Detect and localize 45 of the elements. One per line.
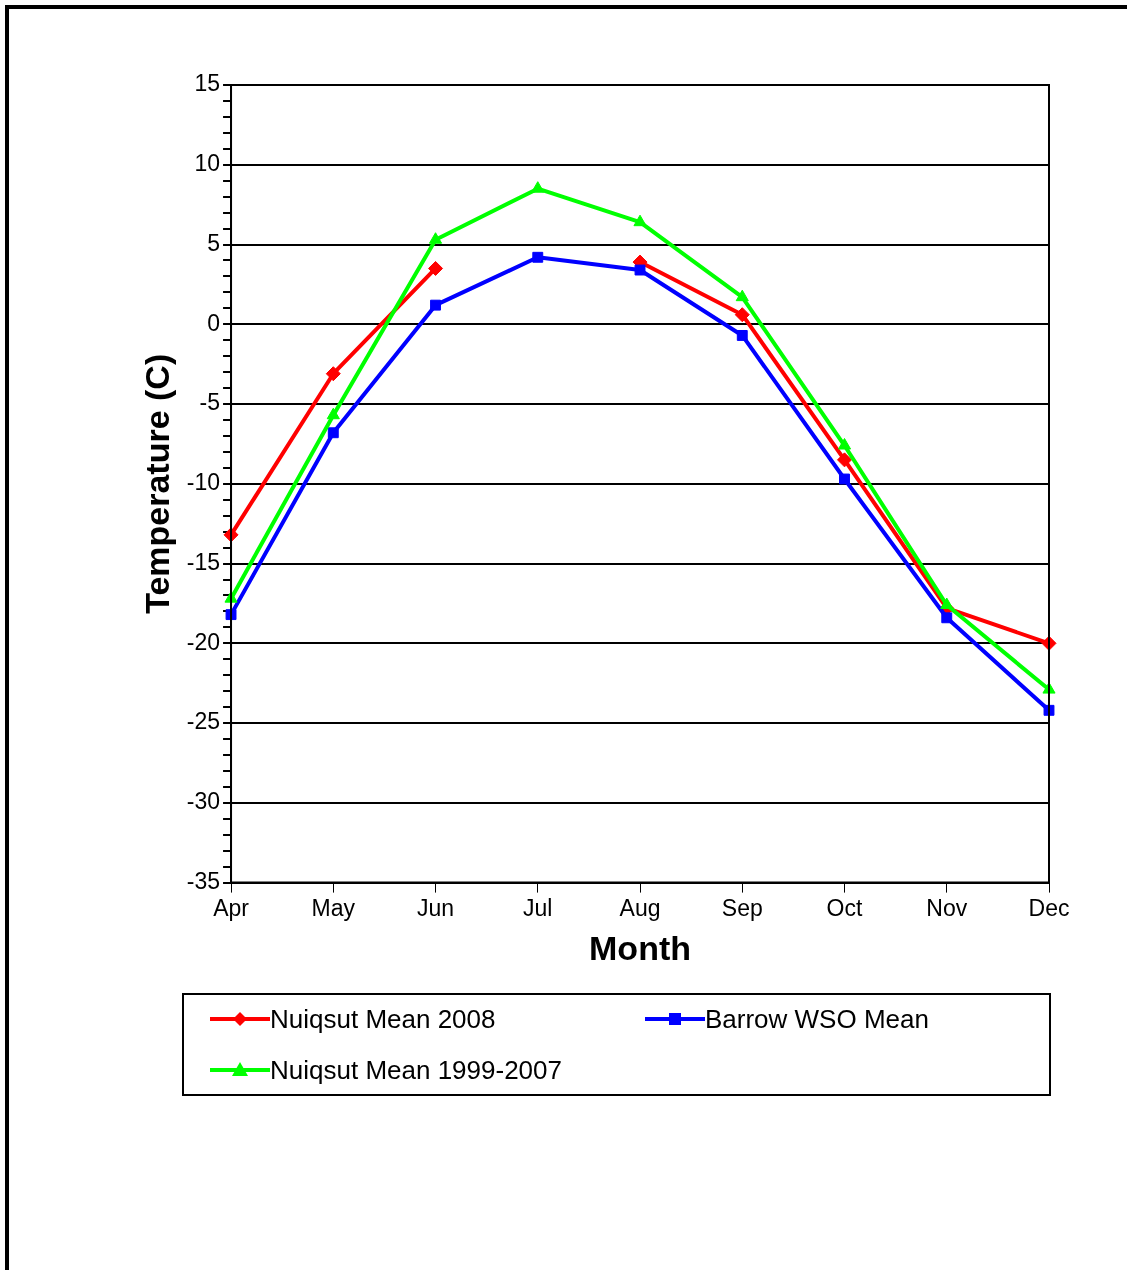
y-tick-label: -35: [186, 867, 221, 894]
legend-label: Barrow WSO Mean: [705, 1003, 929, 1035]
point: [531, 181, 545, 193]
y-tick-label: 0: [207, 309, 221, 336]
y-tick-label: -10: [186, 469, 221, 496]
legend-label: Nuiqsut Mean 2008: [270, 1003, 496, 1035]
point: [326, 407, 340, 420]
point: [1043, 704, 1055, 716]
x-tick-label: Jun: [416, 894, 455, 921]
y-tick-label: -25: [186, 708, 221, 735]
y-axis-title: Temperature (C): [137, 353, 176, 614]
point: [225, 609, 237, 621]
y-tick-label: -5: [199, 389, 221, 416]
point: [325, 366, 341, 382]
point: [734, 307, 750, 323]
point: [428, 232, 443, 244]
point: [428, 260, 444, 276]
y-tick-label: -30: [186, 788, 221, 815]
x-tick-label: Dec: [1028, 894, 1070, 921]
point: [735, 289, 749, 302]
point: [634, 264, 646, 276]
point: [837, 438, 852, 450]
x-tick-label: Jul: [523, 894, 553, 921]
point: [532, 251, 544, 263]
y-tick-label: -20: [186, 628, 221, 655]
x-axis-title: Month: [589, 928, 691, 967]
x-tick-label: Aug: [619, 894, 661, 921]
point: [940, 597, 954, 610]
point: [430, 299, 441, 311]
x-tick-label: Apr: [213, 894, 250, 921]
point: [941, 612, 953, 624]
x-tick-label: Nov: [926, 894, 968, 921]
y-tick-label: 10: [194, 150, 221, 177]
point: [837, 452, 853, 468]
point: [736, 330, 748, 341]
y-tick-label: 5: [207, 229, 221, 256]
x-tick-label: Sep: [721, 894, 763, 921]
point: [839, 473, 850, 485]
y-tick-label: -15: [186, 548, 221, 575]
x-tick-label: May: [311, 894, 356, 921]
point: [327, 427, 339, 439]
point: [633, 214, 647, 227]
x-tick-label: Oct: [826, 894, 864, 921]
y-tick-label: 15: [194, 70, 221, 97]
legend-label: Nuiqsut Mean 1999-2007: [270, 1054, 562, 1086]
